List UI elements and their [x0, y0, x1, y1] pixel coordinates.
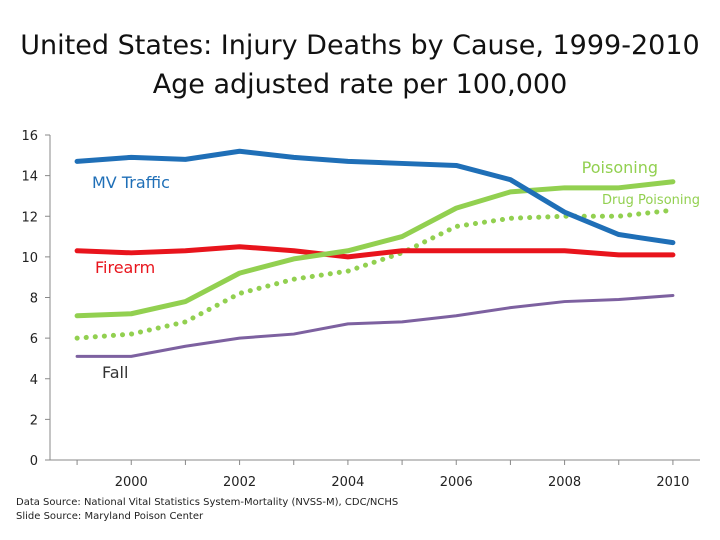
- x-tick-label: 2002: [223, 475, 256, 490]
- x-tick-label: 2008: [548, 475, 581, 490]
- x-tick-label: 2000: [115, 475, 148, 490]
- y-tick-label: 14: [21, 170, 38, 185]
- slide-source-note: Slide Source: Maryland Poison Center: [16, 511, 204, 522]
- y-tick-label: 6: [30, 332, 38, 347]
- x-tick-label: 2004: [331, 475, 364, 490]
- y-tick-label: 12: [21, 210, 38, 225]
- series-line-firearm: [74, 244, 676, 260]
- y-tick-label: 10: [21, 251, 38, 266]
- chart-title-line-1: United States: Injury Deaths by Cause, 1…: [20, 30, 700, 61]
- series-label-mv-traffic: MV Traffic: [92, 173, 170, 192]
- y-tick-label: 16: [21, 129, 38, 144]
- x-tick-label: 2010: [656, 475, 689, 490]
- y-tick-label: 4: [30, 373, 38, 388]
- series-label-fall: Fall: [102, 363, 128, 382]
- series-label-drug-poisoning: Drug Poisoning: [602, 193, 700, 208]
- series-line-mv-traffic: [74, 148, 676, 246]
- series-line-poisoning: [74, 179, 676, 319]
- y-tick-label: 0: [30, 454, 38, 469]
- series-line-drug-poisoning: [74, 207, 676, 341]
- y-tick-label: 2: [30, 413, 38, 428]
- x-tick-label: 2006: [440, 475, 473, 490]
- series-line-fall: [75, 293, 675, 358]
- chart-title-line-2: Age adjusted rate per 100,000: [152, 69, 568, 100]
- series-label-poisoning: Poisoning: [582, 158, 658, 177]
- data-source-note: Data Source: National Vital Statistics S…: [16, 497, 399, 508]
- y-tick-label: 8: [30, 292, 38, 307]
- series-label-firearm: Firearm: [95, 258, 155, 277]
